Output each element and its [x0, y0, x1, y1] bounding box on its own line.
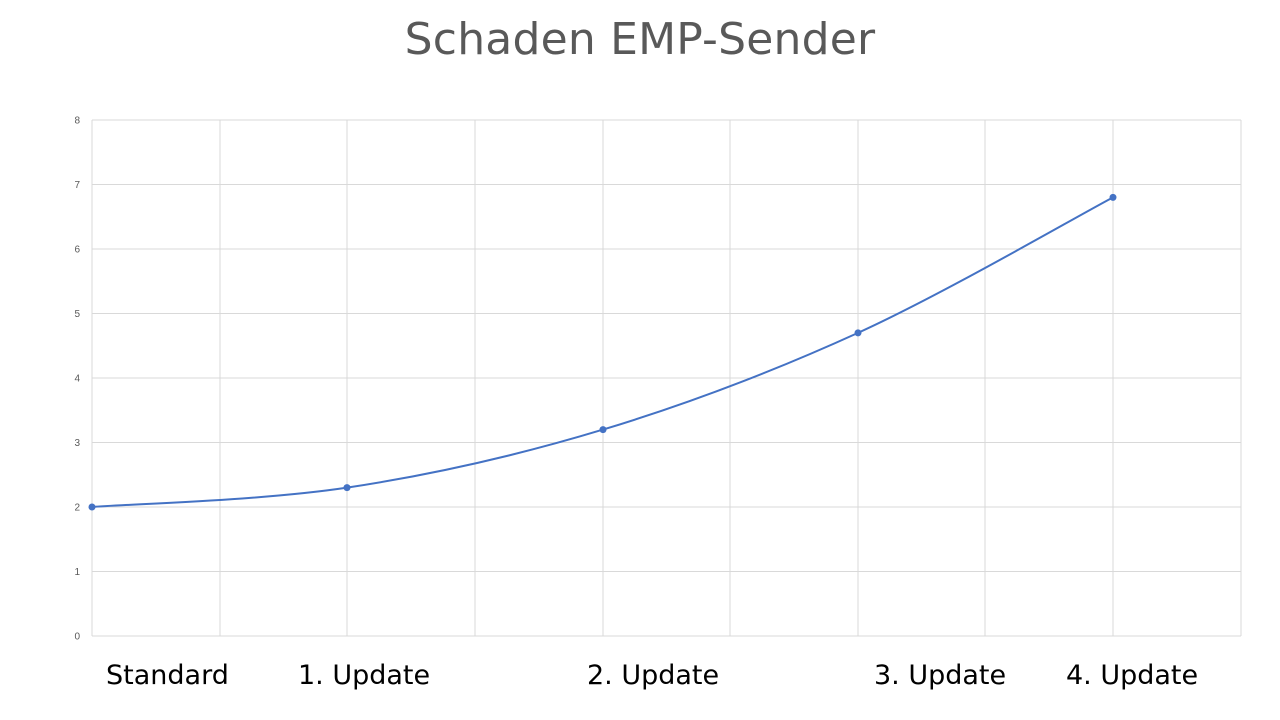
y-tick-label: 3	[74, 438, 80, 449]
y-axis-tick-labels: 0 1 2 3 4 5 6 7 8	[74, 116, 80, 643]
data-point-marker	[343, 484, 351, 492]
data-markers	[88, 193, 1117, 511]
category-label-standard: Standard	[106, 660, 229, 691]
y-tick-label: 1	[74, 567, 80, 578]
y-tick-label: 0	[74, 632, 80, 643]
y-tick-label: 4	[74, 374, 80, 385]
horizontal-gridlines	[92, 119, 1241, 637]
category-label-update-3: 3. Update	[874, 660, 1007, 691]
data-point-marker	[1109, 193, 1117, 201]
chart-title: Schaden EMP-Sender	[404, 14, 876, 65]
y-tick-label: 7	[74, 180, 80, 191]
data-point-marker	[854, 329, 862, 337]
y-tick-label: 5	[74, 309, 80, 320]
data-point-marker	[599, 426, 607, 434]
data-point-marker	[88, 503, 96, 511]
y-tick-label: 2	[74, 503, 80, 514]
y-tick-label: 8	[74, 116, 80, 127]
category-label-update-1: 1. Update	[298, 660, 431, 691]
category-label-update-4: 4. Update	[1066, 660, 1199, 691]
category-label-update-2: 2. Update	[587, 660, 720, 691]
y-tick-label: 6	[74, 245, 80, 256]
